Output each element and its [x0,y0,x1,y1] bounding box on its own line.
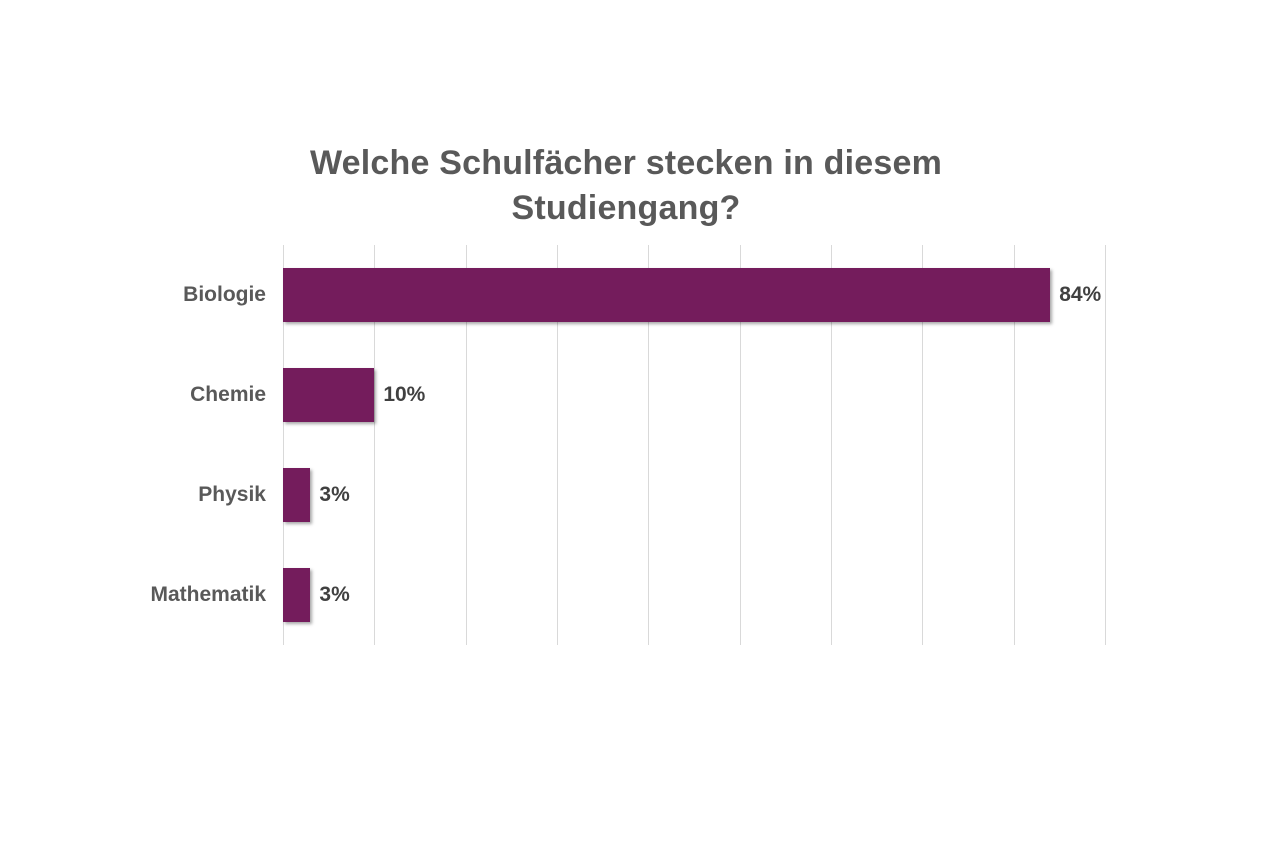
value-label: 10% [383,383,426,406]
gridline [283,245,284,645]
chart-title-line-1: Welche Schulfächer stecken in diesem [309,144,943,182]
bar [283,268,1051,322]
chart-title: Welche Schulfächer stecken in diesem Stu… [0,141,1252,231]
gridline [465,245,467,645]
bar [283,368,375,422]
value-label: 84% [1059,283,1102,306]
gridline [739,245,741,645]
value-label: 3% [319,583,350,606]
value-label: 3% [319,483,350,506]
bar-row: Physik 3% [198,445,1105,545]
gridline [556,245,558,645]
bar [283,568,311,622]
gridline [648,245,650,645]
category-label: Physik [198,483,266,506]
gridline [830,245,832,645]
gridline [1013,245,1015,645]
chart-title-line-2: Studiengang? [511,189,741,227]
bar-row: Chemie 10% [190,345,1105,445]
bar-row: Mathematik 3% [150,545,1105,645]
gridline [1105,245,1106,645]
category-label: Biologie [183,283,266,306]
category-label: Mathematik [150,583,266,606]
gridline [922,245,924,645]
category-label: Chemie [190,383,266,406]
plot-area: Biologie 84% Chemie 10% Physik 3% Mathematik 3% [150,245,1106,645]
bar-row: Biologie 84% [183,245,1105,345]
gridline [374,245,376,645]
bar [283,468,311,522]
